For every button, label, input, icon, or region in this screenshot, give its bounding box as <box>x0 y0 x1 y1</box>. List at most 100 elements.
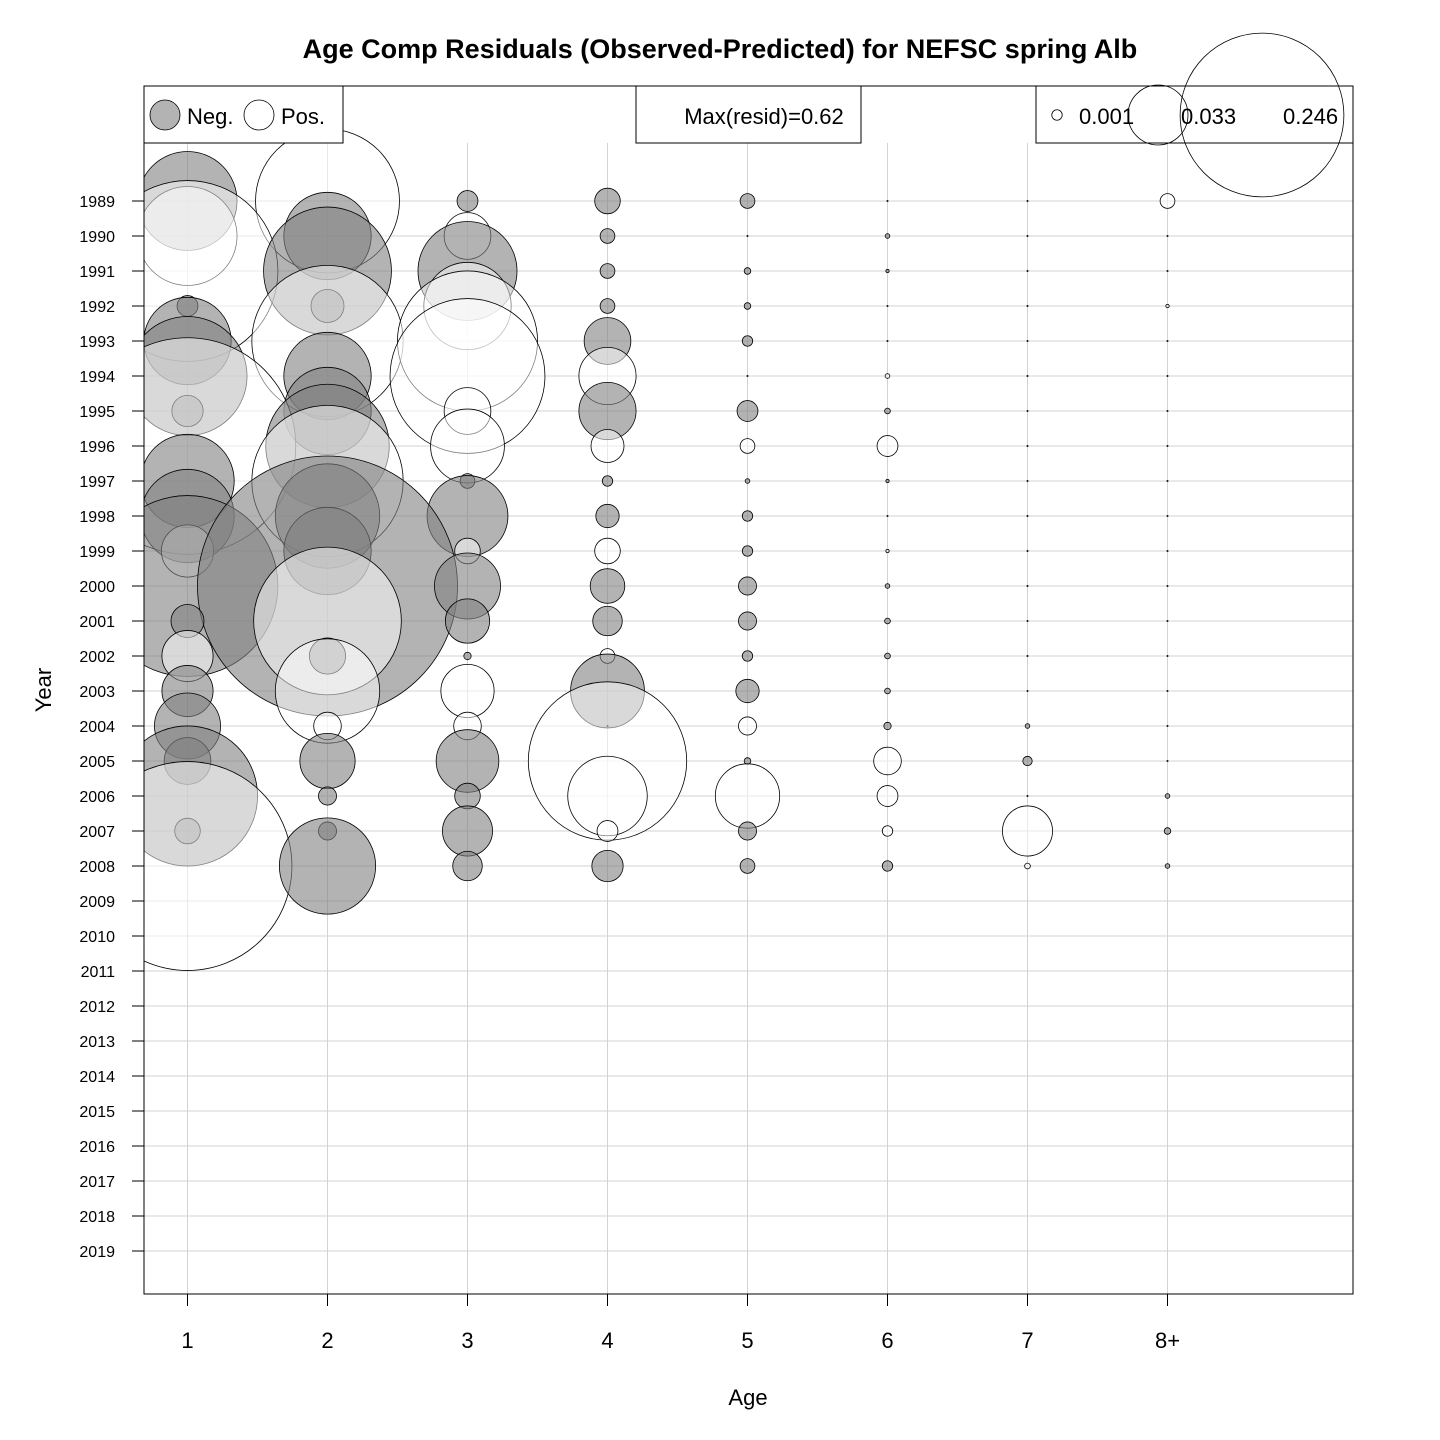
bubble-1999-age-7 <box>1026 550 1029 553</box>
axes: 1989 1990 1991 1992 1993 1994 1995 1996 1997 1998… <box>79 194 1180 1353</box>
bubble-1997-age-7 <box>1026 479 1029 482</box>
bubble-2005-age-5 <box>743 757 752 765</box>
y-tick-label-2004: 2004 <box>79 719 115 736</box>
bubble-1999-age-8+ <box>1166 550 1169 553</box>
bubble-2003-age-3 <box>440 663 495 719</box>
bubble-2004-age-6 <box>883 721 892 731</box>
bubble-1999-age-6 <box>885 548 890 554</box>
bubble-2001-age-8+ <box>1166 620 1169 623</box>
bubble-1998-age-7 <box>1026 515 1029 518</box>
max-resid-label: Max(resid)=0.62 <box>684 104 844 129</box>
bubble-1989-age-6 <box>886 199 889 202</box>
y-tick-label-1995: 1995 <box>79 404 115 421</box>
bubble-2006-age-8+ <box>1164 793 1171 799</box>
bubble-1997-age-6 <box>885 478 890 484</box>
bubble-2008-age-5 <box>739 858 756 874</box>
bubble-1991-age-6 <box>885 268 890 274</box>
bubble-1996-age-6 <box>876 435 899 457</box>
bubble-2008-age-8+ <box>1164 863 1171 869</box>
y-tick-label-2015: 2015 <box>79 1104 115 1121</box>
bubble-2002-age-6 <box>884 652 891 660</box>
bubble-1990-age-8+ <box>1166 234 1169 237</box>
bubble-2005-age-6 <box>873 746 902 776</box>
bubble-1989-age-5 <box>739 193 756 209</box>
size-legend-symbol-0.246 <box>1179 32 1345 198</box>
sign-legend: Neg. Pos. <box>143 85 344 144</box>
bubble-2004-age-7 <box>1024 723 1031 729</box>
bubble-1998-age-4 <box>595 503 620 529</box>
y-tick-label-1991: 1991 <box>79 264 115 281</box>
bubble-1994-age-7 <box>1026 374 1029 377</box>
bubble-2001-age-6 <box>884 617 891 625</box>
bubble-1996-age-3 <box>430 408 505 484</box>
bubble-1993-age-5 <box>741 335 754 347</box>
bubble-1990-age-6 <box>884 233 891 239</box>
size-legend-label-0.033: 0.033 <box>1181 104 1236 129</box>
pos-legend-symbol <box>243 99 275 131</box>
bubble-1997-age-4 <box>601 475 614 487</box>
bubble-2003-age-7 <box>1026 690 1029 693</box>
x-tick-label-6: 6 <box>881 1328 893 1353</box>
bubble-2004-age-5 <box>738 716 757 736</box>
bubble-1996-age-5 <box>739 438 756 454</box>
y-tick-label-1990: 1990 <box>79 229 115 246</box>
bubble-1993-age-8+ <box>1166 339 1169 342</box>
y-tick-label-2010: 2010 <box>79 929 115 946</box>
bubble-2000-age-6 <box>884 583 891 589</box>
bubble-1989-age-3 <box>456 190 479 212</box>
bubble-1990-age-4 <box>599 228 616 244</box>
max-resid-legend: Max(resid)=0.62 <box>635 85 862 144</box>
bubble-2004-age-8+ <box>1166 725 1169 728</box>
bubble-2005-age-7 <box>1022 755 1033 767</box>
bubble-2000-age-4 <box>589 568 626 604</box>
y-tick-label-2009: 2009 <box>79 894 115 911</box>
bubble-2006-age-6 <box>876 785 899 807</box>
size-legend-label-0.246: 0.246 <box>1283 104 1338 129</box>
bubble-1991-age-8+ <box>1166 269 1169 272</box>
size-legend: 0.001 0.033 0.246 <box>1035 32 1354 198</box>
bubble-1990-age-7 <box>1026 234 1029 237</box>
bubble-1992-age-7 <box>1026 304 1029 307</box>
bubble-1992-age-5 <box>743 302 752 310</box>
bubble-1999-age-4 <box>594 537 621 565</box>
bubble-2008-age-4 <box>591 849 624 883</box>
y-tick-label-2017: 2017 <box>79 1174 115 1191</box>
x-tick-label-2: 2 <box>321 1328 333 1353</box>
bubble-1994-age-5 <box>746 374 749 377</box>
bubble-1994-age-8+ <box>1166 374 1169 377</box>
y-tick-label-1997: 1997 <box>79 474 115 491</box>
bubble-2003-age-6 <box>884 687 891 695</box>
bubble-1989-age-8+ <box>1159 193 1176 209</box>
bubble-2005-age-2 <box>299 732 356 790</box>
bubble-1991-age-5 <box>743 267 752 275</box>
y-tick-label-1993: 1993 <box>79 334 115 351</box>
x-tick-label-1: 1 <box>181 1328 193 1353</box>
bubble-1997-age-8+ <box>1166 479 1169 482</box>
bubble-2000-age-5 <box>738 576 757 596</box>
y-tick-label-1996: 1996 <box>79 439 115 456</box>
bubble-2008-age-3 <box>452 850 483 882</box>
bubble-1995-age-5 <box>736 400 759 422</box>
bubble-2006-age-2 <box>318 786 337 806</box>
bubble-2001-age-3 <box>444 598 491 644</box>
bubble-2007-age-5 <box>738 821 757 841</box>
y-tick-label-1994: 1994 <box>79 369 115 386</box>
y-tick-label-1998: 1998 <box>79 509 115 526</box>
bubble-2007-age-4 <box>596 820 619 842</box>
x-tick-label-8+: 8+ <box>1155 1328 1180 1353</box>
y-tick-label-1992: 1992 <box>79 299 115 316</box>
bubble-2006-age-5 <box>714 763 781 829</box>
bubble-1991-age-7 <box>1026 269 1029 272</box>
size-legend-symbol-0.001 <box>1051 109 1063 121</box>
y-tick-label-1999: 1999 <box>79 544 115 561</box>
y-tick-label-2013: 2013 <box>79 1034 115 1051</box>
y-tick-label-2012: 2012 <box>79 999 115 1016</box>
bubble-2000-age-7 <box>1026 585 1029 588</box>
bubble-2007-age-7 <box>1002 805 1053 857</box>
bubble-2007-age-3 <box>442 805 493 857</box>
size-legend-symbol-0.033 <box>1127 84 1189 146</box>
bubble-2002-age-3 <box>463 651 472 661</box>
neg-legend-label: Neg. <box>187 104 233 129</box>
y-tick-label-2011: 2011 <box>81 964 116 981</box>
